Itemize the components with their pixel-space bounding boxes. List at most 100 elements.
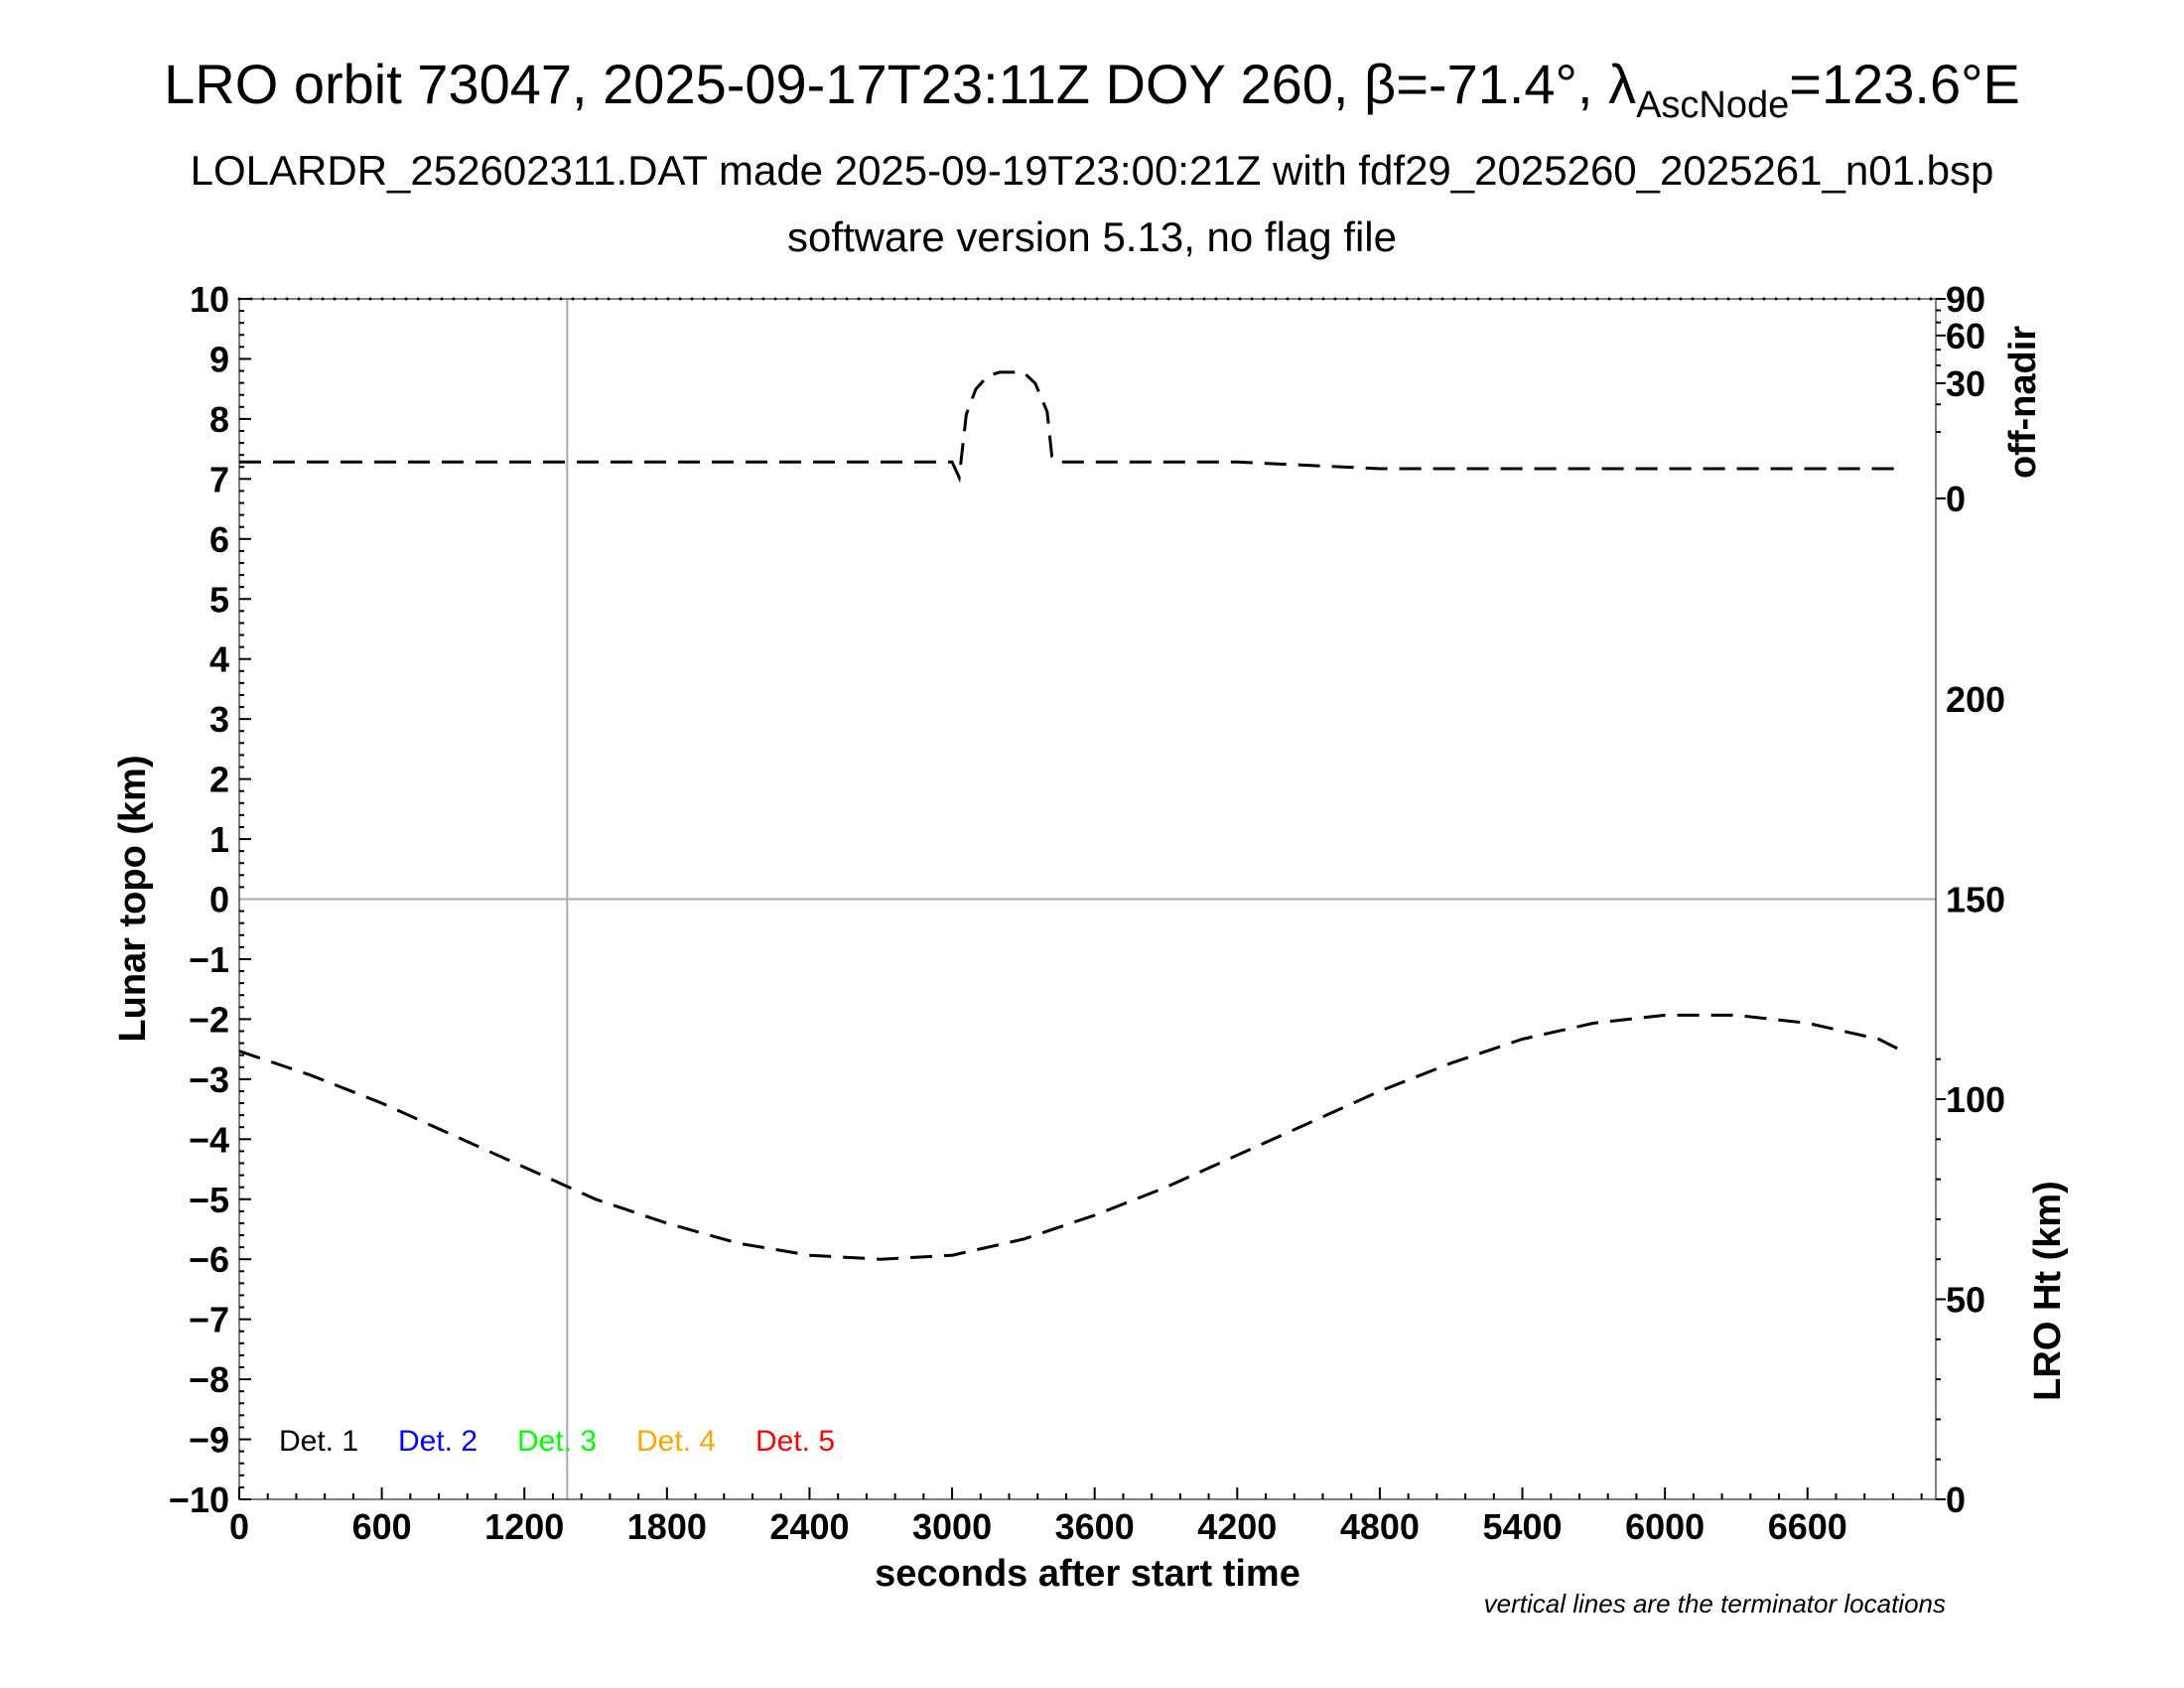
frame-dot <box>1333 297 1337 301</box>
off-nadir-tick-label: 60 <box>1946 316 1985 356</box>
frame-dot <box>1262 297 1266 301</box>
frame-dot <box>297 297 301 301</box>
frame-dot <box>1845 297 1849 301</box>
y-tick-label: 10 <box>190 279 229 320</box>
frame-dot <box>1440 297 1444 301</box>
frame-dot <box>1869 297 1873 301</box>
frame-dot <box>1238 297 1242 301</box>
frame-dot <box>1834 297 1838 301</box>
frame-dot <box>499 297 503 301</box>
frame-dot <box>904 297 908 301</box>
legend: Det. 1 Det. 2 Det. 3 Det. 4 Det. 5 <box>279 1425 835 1458</box>
frame-dot <box>1321 297 1325 301</box>
frame-dot <box>785 297 789 301</box>
frame-dot <box>916 297 920 301</box>
x-tick-labels: 0 600 1200 1800 2400 3000 3600 4200 4800 5400 6000… <box>229 1506 1847 1547</box>
frame-dot <box>1274 297 1278 301</box>
frame-dot <box>869 297 873 301</box>
frame-dot <box>452 297 456 301</box>
frame-dot <box>1548 297 1552 301</box>
frame-dot <box>892 297 896 301</box>
frame-dot <box>809 297 813 301</box>
frame-dot <box>1631 297 1635 301</box>
frame-dot <box>1929 297 1933 301</box>
frame-dot <box>1667 297 1671 301</box>
frame-dot <box>1024 297 1027 301</box>
frame-dot <box>1774 297 1778 301</box>
frame-dot <box>1143 297 1147 301</box>
frame-dot <box>1000 297 1004 301</box>
x-tick-label: 1200 <box>484 1506 564 1547</box>
frame-dot <box>1190 297 1194 301</box>
frame-dot <box>1750 297 1754 301</box>
minor-ticks <box>238 298 1946 1500</box>
frame-dot <box>440 297 444 301</box>
legend-item: Det. 2 <box>398 1425 478 1458</box>
y-tick-label: −10 <box>169 1479 229 1520</box>
frame-dot <box>1857 297 1861 301</box>
frame-dot <box>1095 297 1099 301</box>
frame-dot <box>1786 297 1790 301</box>
frame-dot <box>1726 297 1730 301</box>
frame-dot <box>821 297 825 301</box>
y-tick-label: 0 <box>209 880 229 920</box>
frame-dot <box>1166 297 1170 301</box>
frame-dot <box>1369 297 1373 301</box>
frame-dot <box>559 297 563 301</box>
lro-ht-tick-label: 0 <box>1946 1479 1966 1520</box>
frame-dot <box>773 297 777 301</box>
frame-dot <box>1595 297 1599 301</box>
frame-dot <box>797 297 801 301</box>
x-tick-label: 6600 <box>1768 1506 1847 1547</box>
frame-dot <box>1512 297 1516 301</box>
frame-dot <box>535 297 539 301</box>
frame-dot <box>1679 297 1683 301</box>
series-line <box>238 1013 1904 1261</box>
frame-top-dotted <box>237 297 1933 301</box>
y-axis-title: Lunar topo (km) <box>112 755 154 1042</box>
frame-dot <box>285 297 289 301</box>
lro-ht-tick-label: 100 <box>1946 1079 2005 1120</box>
x-tick-label: 600 <box>352 1506 412 1547</box>
y-tick-label: 5 <box>209 579 229 620</box>
y-tick-label: 4 <box>209 639 229 680</box>
frame-dot <box>1047 297 1051 301</box>
frame-dot <box>511 297 515 301</box>
frame-dot <box>273 297 277 301</box>
frame-dot <box>1464 297 1468 301</box>
frame-dot <box>1214 297 1218 301</box>
frame-dot <box>1703 297 1706 301</box>
plot-frame <box>238 298 1937 1500</box>
y-tick-label: −5 <box>189 1180 229 1220</box>
frame-dot <box>1500 297 1504 301</box>
frame-dot <box>1822 297 1826 301</box>
frame-dot <box>952 297 956 301</box>
y-tick-label: 7 <box>209 459 229 499</box>
frame-dot <box>309 297 313 301</box>
y-tick-label: −2 <box>189 999 229 1040</box>
lro-ht-tick-label: 150 <box>1946 880 2005 920</box>
frame-dot <box>1345 297 1349 301</box>
legend-item: Det. 5 <box>755 1425 835 1458</box>
frame-dot <box>964 297 968 301</box>
frame-dot <box>1429 297 1433 301</box>
frame-dot <box>1691 297 1695 301</box>
y-tick-label: 1 <box>209 819 229 860</box>
frame-dot <box>1178 297 1182 301</box>
frame-dot <box>1083 297 1087 301</box>
frame-dot <box>523 297 527 301</box>
series-layer <box>238 370 1904 1261</box>
frame-dot <box>1107 297 1111 301</box>
frame-dot <box>237 297 241 301</box>
frame-dot <box>702 297 706 301</box>
frame-dot <box>428 297 432 301</box>
x-tick-label: 1800 <box>627 1506 707 1547</box>
frame-dot <box>833 297 837 301</box>
frame-dot <box>1643 297 1647 301</box>
frame-dot <box>1560 297 1564 301</box>
frame-dot <box>881 297 885 301</box>
frame-dot <box>940 297 944 301</box>
frame-dot <box>690 297 694 301</box>
frame-dot <box>1476 297 1480 301</box>
